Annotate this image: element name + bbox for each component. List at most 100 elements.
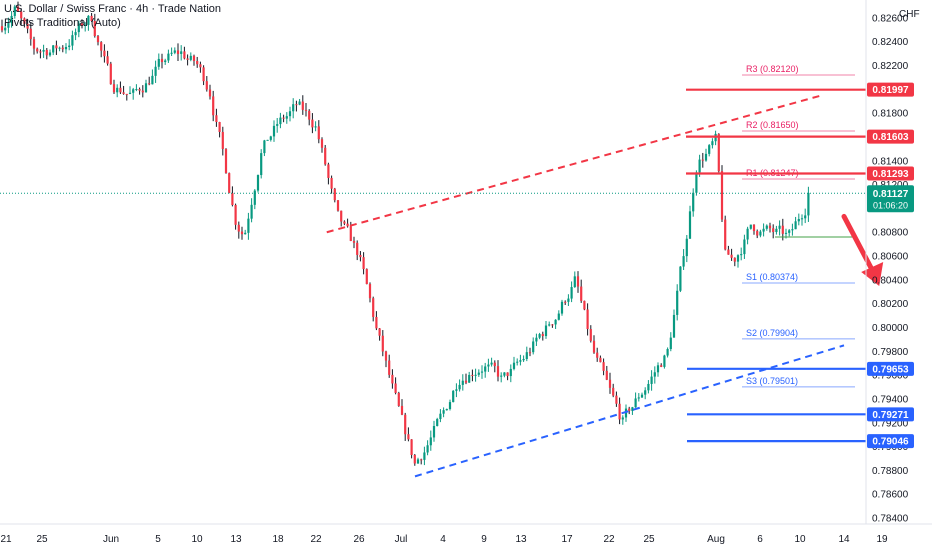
candle-body	[733, 257, 736, 262]
candle-body	[592, 340, 596, 353]
candle-body	[717, 133, 720, 172]
candle-body	[48, 52, 52, 56]
candle-body	[55, 45, 58, 49]
level-tag	[867, 434, 914, 449]
candle-body	[112, 84, 116, 93]
candle-body	[605, 370, 608, 380]
candle-body	[138, 89, 141, 91]
candle-body	[4, 27, 7, 31]
candle-body	[260, 153, 263, 176]
candle-body	[480, 371, 484, 373]
candle-body	[349, 226, 352, 241]
candle-body	[384, 351, 388, 361]
candle-body	[794, 221, 797, 230]
support-resistance-levels	[686, 88, 866, 443]
candle-body	[183, 51, 186, 59]
candle-body	[77, 23, 80, 33]
price-tick-label: 0.79200	[872, 418, 909, 429]
candle-body	[327, 164, 330, 178]
candle-body	[669, 337, 672, 350]
candle-body	[368, 284, 372, 299]
candle-body	[468, 374, 471, 383]
time-tick-label: 21	[0, 534, 12, 545]
time-tick-label: 13	[515, 534, 527, 545]
candle-body	[432, 426, 436, 438]
candle-body	[519, 360, 522, 362]
candle-body	[544, 325, 548, 337]
candle-body	[541, 334, 544, 337]
candle-body	[298, 101, 301, 105]
candle-body	[276, 124, 279, 126]
candle-body	[564, 301, 567, 303]
candle-body	[538, 334, 541, 338]
indicator-label[interactable]: Pivots Traditional (Auto)	[4, 17, 121, 29]
pivot-label: S2 (0.79904)	[746, 328, 798, 338]
level-tag-text: 0.79653	[872, 364, 909, 375]
candle-body	[119, 87, 122, 93]
trendlines	[326, 94, 845, 478]
candle-body	[749, 224, 752, 229]
price-tick-label: 0.82400	[872, 37, 909, 48]
candle-body	[618, 403, 621, 420]
candle-body	[269, 136, 272, 140]
candle-body	[685, 238, 688, 257]
candle-body	[388, 360, 391, 375]
candle-body	[292, 104, 295, 112]
candle-body	[781, 225, 784, 234]
last-price-text: 0.81127	[873, 189, 909, 200]
level-tag-text: 0.81293	[872, 169, 909, 180]
chart-title: U.S. Dollar / Swiss Franc · 4h · Trade N…	[4, 3, 222, 15]
candle-body	[490, 362, 493, 365]
candle-body	[106, 56, 109, 64]
candle-body	[221, 131, 224, 150]
price-tick-label: 0.78600	[872, 490, 909, 501]
time-tick-label: 14	[838, 534, 850, 545]
candle-body	[263, 140, 266, 154]
candle-body	[340, 210, 343, 222]
candle-body	[784, 232, 788, 234]
level-tag-text: 0.79271	[872, 410, 909, 421]
candle-body	[608, 379, 612, 388]
candle-body	[765, 225, 768, 229]
candle-body	[304, 109, 308, 111]
candle-body	[381, 335, 384, 352]
candle-body	[436, 419, 439, 427]
candle-body	[42, 49, 45, 52]
resistance-trendline[interactable]	[326, 94, 823, 234]
candle-body	[154, 66, 157, 76]
forecast-arrow-head	[861, 261, 884, 286]
candle-body	[528, 352, 532, 354]
candle-body	[420, 459, 423, 461]
level-tag	[867, 166, 914, 181]
candle-body	[634, 398, 637, 408]
candle-body	[100, 42, 103, 51]
candle-body	[599, 357, 602, 363]
candle-body	[372, 298, 375, 317]
candle-body	[656, 365, 660, 373]
candle-body	[496, 366, 500, 377]
candle-body	[586, 309, 589, 330]
price-tick-label: 0.81400	[872, 156, 909, 167]
candle-body	[413, 454, 416, 464]
candle-body	[266, 139, 269, 141]
candle-body	[237, 224, 240, 232]
currency-label[interactable]: CHF	[899, 9, 920, 20]
price-tick-label: 0.81800	[872, 109, 909, 120]
candle-body	[84, 24, 87, 26]
candle-body	[314, 126, 317, 128]
time-tick-label: 4	[440, 534, 446, 545]
level-tag	[867, 361, 914, 376]
candle-body	[560, 301, 564, 314]
candle-body	[573, 276, 576, 288]
support-trendline[interactable]	[414, 344, 845, 478]
price-tick-label: 0.80800	[872, 228, 909, 239]
candle-body	[653, 372, 656, 377]
candle-body	[285, 116, 288, 119]
candle-body	[512, 362, 516, 369]
candle-body	[400, 405, 404, 415]
candle-body	[151, 75, 154, 85]
candle-body	[644, 390, 647, 395]
level-tag	[867, 407, 914, 422]
candle-body	[125, 93, 128, 95]
